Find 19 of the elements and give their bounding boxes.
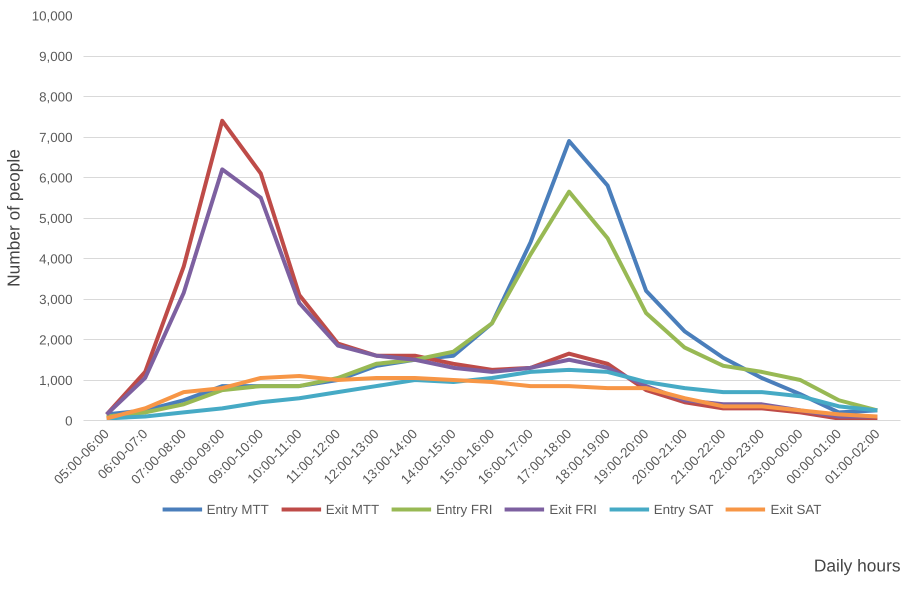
y-tick-label: 1,000 [39, 373, 73, 388]
y-tick-label: 3,000 [39, 292, 73, 307]
y-tick-label: 4,000 [39, 252, 73, 266]
y-tick-label: 10,000 [32, 8, 72, 24]
x-axis-title: Daily hours [814, 556, 901, 576]
legend-label: Exit FRI [549, 502, 597, 516]
y-tick-label: 5,000 [39, 211, 73, 226]
y-tick-label: 0 [65, 414, 73, 428]
legend-label: Entry FRI [436, 502, 492, 516]
y-tick-label: 7,000 [39, 130, 73, 145]
legend-label: Exit MTT [326, 502, 380, 516]
y-tick-label: 9,000 [39, 49, 73, 64]
legend-label: Entry MTT [206, 502, 269, 516]
y-tick-label: 6,000 [39, 170, 73, 186]
legend-label: Exit SAT [770, 502, 822, 516]
legend-label: Entry SAT [654, 502, 714, 516]
y-tick-label: 8,000 [39, 90, 73, 104]
y-axis-title: Number of people [4, 149, 24, 287]
y-tick-label: 2,000 [39, 332, 73, 348]
